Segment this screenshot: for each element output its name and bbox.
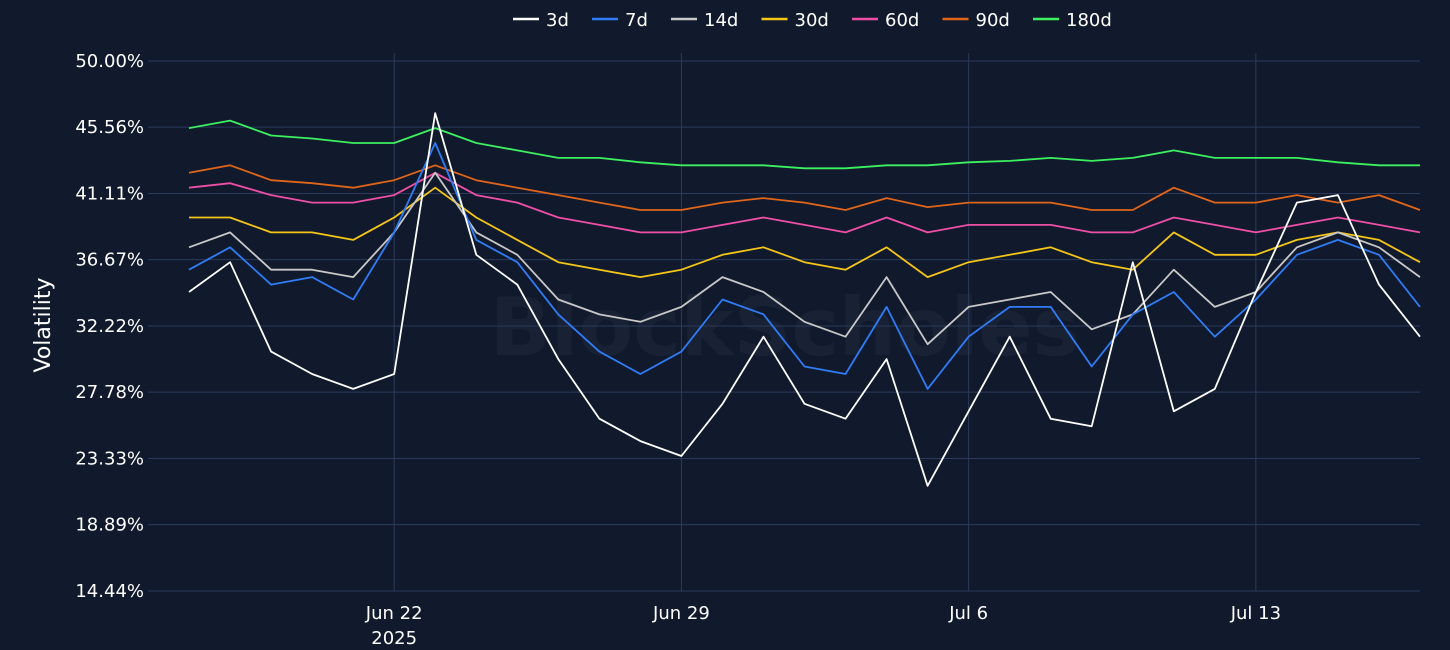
- y-axis: 14.44% 18.89% 23.33% 27.78% 32.22% 36.67% 41.1…: [75, 51, 144, 602]
- y-tick-label: 27.78%: [75, 382, 144, 403]
- series-line-3d: [188, 112, 1421, 487]
- legend-item-14d[interactable]: 14d: [671, 10, 738, 31]
- legend-label: 60d: [885, 10, 919, 31]
- y-tick-label: 41.11%: [75, 184, 144, 205]
- y-tick-label: 18.89%: [75, 515, 144, 536]
- legend-item-90d[interactable]: 90d: [942, 10, 1010, 31]
- x-tick-sublabel: 2025: [371, 628, 417, 649]
- legend-label: 180d: [1066, 10, 1112, 31]
- legend[interactable]: 3d 7d 14d 30d 60d 90d 180d: [513, 10, 1112, 31]
- legend-label: 30d: [795, 10, 829, 31]
- watermark: BlockScholes: [490, 281, 1080, 374]
- legend-label: 7d: [625, 10, 648, 31]
- series-line-60d: [188, 171, 1421, 234]
- series-line-90d: [188, 164, 1421, 211]
- legend-item-7d[interactable]: 7d: [592, 10, 648, 31]
- grid: [148, 53, 1420, 592]
- x-tick-label: Jun 29: [652, 603, 710, 624]
- x-tick-label: Jul 13: [1230, 603, 1281, 624]
- y-axis-title: Volatility: [31, 277, 56, 372]
- legend-label: 14d: [704, 10, 738, 31]
- legend-item-180d[interactable]: 180d: [1033, 10, 1112, 31]
- legend-label: 3d: [546, 10, 569, 31]
- x-axis: Jun 22 2025 Jun 29 Jul 6 Jul 13: [365, 603, 1281, 649]
- plot-area: [188, 112, 1421, 487]
- legend-label: 90d: [976, 10, 1010, 31]
- y-tick-label: 23.33%: [75, 449, 144, 470]
- y-tick-label: 14.44%: [75, 581, 144, 602]
- x-tick-label: Jun 22: [365, 603, 423, 624]
- y-tick-label: 50.00%: [75, 51, 144, 72]
- y-tick-label: 32.22%: [75, 316, 144, 337]
- x-tick-label: Jul 6: [948, 603, 988, 624]
- series-line-30d: [189, 186, 1421, 278]
- legend-item-3d[interactable]: 3d: [513, 10, 569, 31]
- legend-item-60d[interactable]: 60d: [852, 10, 919, 31]
- series-line-7d: [188, 142, 1421, 390]
- y-tick-label: 36.67%: [75, 250, 144, 271]
- y-tick-label: 45.56%: [75, 117, 144, 138]
- series-line-180d: [188, 119, 1420, 170]
- legend-item-30d[interactable]: 30d: [761, 10, 829, 31]
